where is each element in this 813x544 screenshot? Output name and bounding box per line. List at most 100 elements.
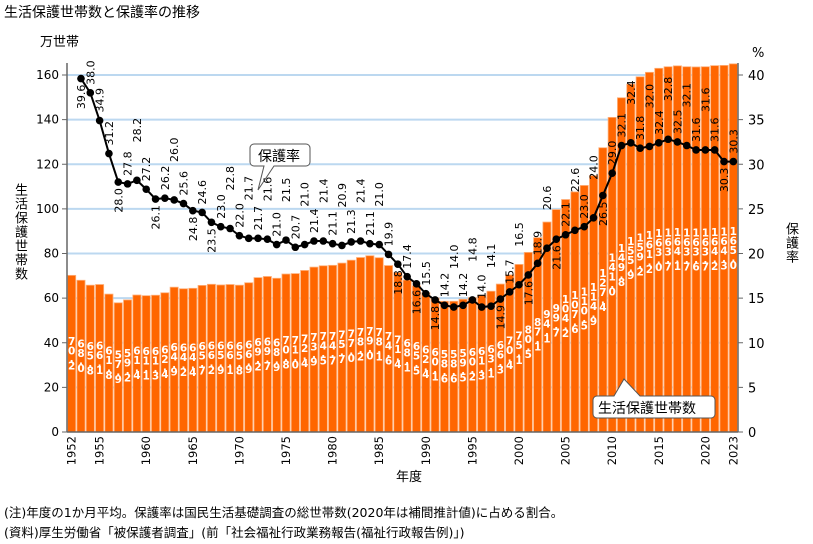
rate-point: [77, 74, 85, 83]
y-right-tick-label: 25: [748, 203, 765, 218]
rate-value-label: 30.3: [727, 129, 740, 154]
rate-point: [515, 280, 523, 289]
rate-value-label: 21.5: [280, 178, 293, 203]
x-tick-label: 2010: [605, 436, 619, 465]
rate-point: [105, 149, 113, 158]
rate-value-label: 27.2: [140, 157, 153, 182]
rate-point: [654, 139, 663, 147]
rate-point: [263, 235, 272, 244]
y-left-tick-label: 0: [51, 425, 59, 439]
rate-value-label: 30.3: [718, 168, 731, 193]
rate-value-label: 16.5: [513, 222, 526, 247]
rate-value-label: 26.0: [168, 137, 181, 162]
rate-point: [95, 116, 104, 125]
rate-point: [189, 206, 197, 215]
x-tick-label: 1955: [93, 436, 107, 465]
rate-value-label: 32.8: [662, 77, 675, 102]
rate-value-label: 14.8: [429, 306, 442, 331]
y-right-tick-label: 5: [748, 381, 756, 396]
y-left-tick-label: 140: [36, 113, 59, 127]
x-tick-label: 2020: [698, 436, 712, 465]
rate-point: [552, 235, 561, 244]
rate-value-label: 23.0: [578, 194, 591, 219]
households-callout-box: [592, 378, 716, 419]
rate-point: [347, 238, 356, 246]
rate-value-label: 26.5: [597, 201, 610, 226]
rate-point: [375, 240, 384, 249]
y-left-unit: 万世帯: [40, 35, 79, 50]
rate-point: [151, 195, 160, 203]
x-tick-label: 2000: [512, 436, 526, 465]
rate-point: [617, 141, 626, 150]
rate-point: [328, 239, 337, 248]
rate-value-label: 14.0: [476, 275, 489, 300]
rate-value-label: 19.9: [383, 222, 396, 247]
rate-value-label: 15.7: [504, 259, 517, 284]
rate-point: [561, 230, 570, 239]
rate-point: [179, 199, 188, 208]
rate-point: [440, 301, 449, 310]
rate-value-label: 38.0: [84, 60, 97, 85]
rate-value-label: 22.8: [224, 166, 237, 191]
rate-point: [114, 178, 123, 186]
rate-point: [533, 259, 542, 268]
rate-point: [412, 280, 421, 288]
rate-point: [459, 301, 467, 310]
rate-value-label: 31.6: [709, 117, 722, 142]
x-tick-label: 2015: [652, 436, 666, 465]
y-right-tick-label: 10: [748, 337, 765, 352]
rate-point: [449, 303, 458, 311]
y-left-axis-label: 生活保護世帯数: [12, 183, 27, 281]
y-left-tick-label: 100: [36, 202, 59, 216]
rate-point: [720, 157, 728, 166]
rate-point: [366, 239, 374, 248]
rate-value-label: 28.0: [112, 188, 125, 213]
rate-value-label: 32.1: [616, 113, 629, 138]
rate-value-label: 24.0: [588, 155, 601, 180]
rate-point: [403, 272, 411, 281]
source-note: (資料)厚生労働省「被保護者調査」(前「社会福祉行政業務報告(福祉行政報告例)」…: [4, 525, 465, 540]
rate-point: [216, 222, 225, 231]
x-tick-label: 1960: [139, 436, 153, 465]
footnote: (注)年度の1か月平均。保護率は国民生活基礎調査の総世帯数(2020年は補間推計…: [4, 505, 564, 520]
rate-point: [608, 169, 616, 177]
x-tick-label: 1970: [232, 436, 246, 465]
y-right-tick-label: 20: [748, 248, 765, 263]
rate-point: [692, 146, 700, 154]
rate-value-label: 25.6: [177, 171, 190, 196]
rate-value-label: 18.8: [392, 270, 405, 295]
rate-point: [291, 243, 300, 252]
y-left-tick-label: 60: [44, 291, 59, 305]
rate-point: [431, 296, 439, 304]
rate-value-label: 21.7: [252, 206, 265, 231]
rate-value-label: 17.6: [522, 281, 535, 306]
